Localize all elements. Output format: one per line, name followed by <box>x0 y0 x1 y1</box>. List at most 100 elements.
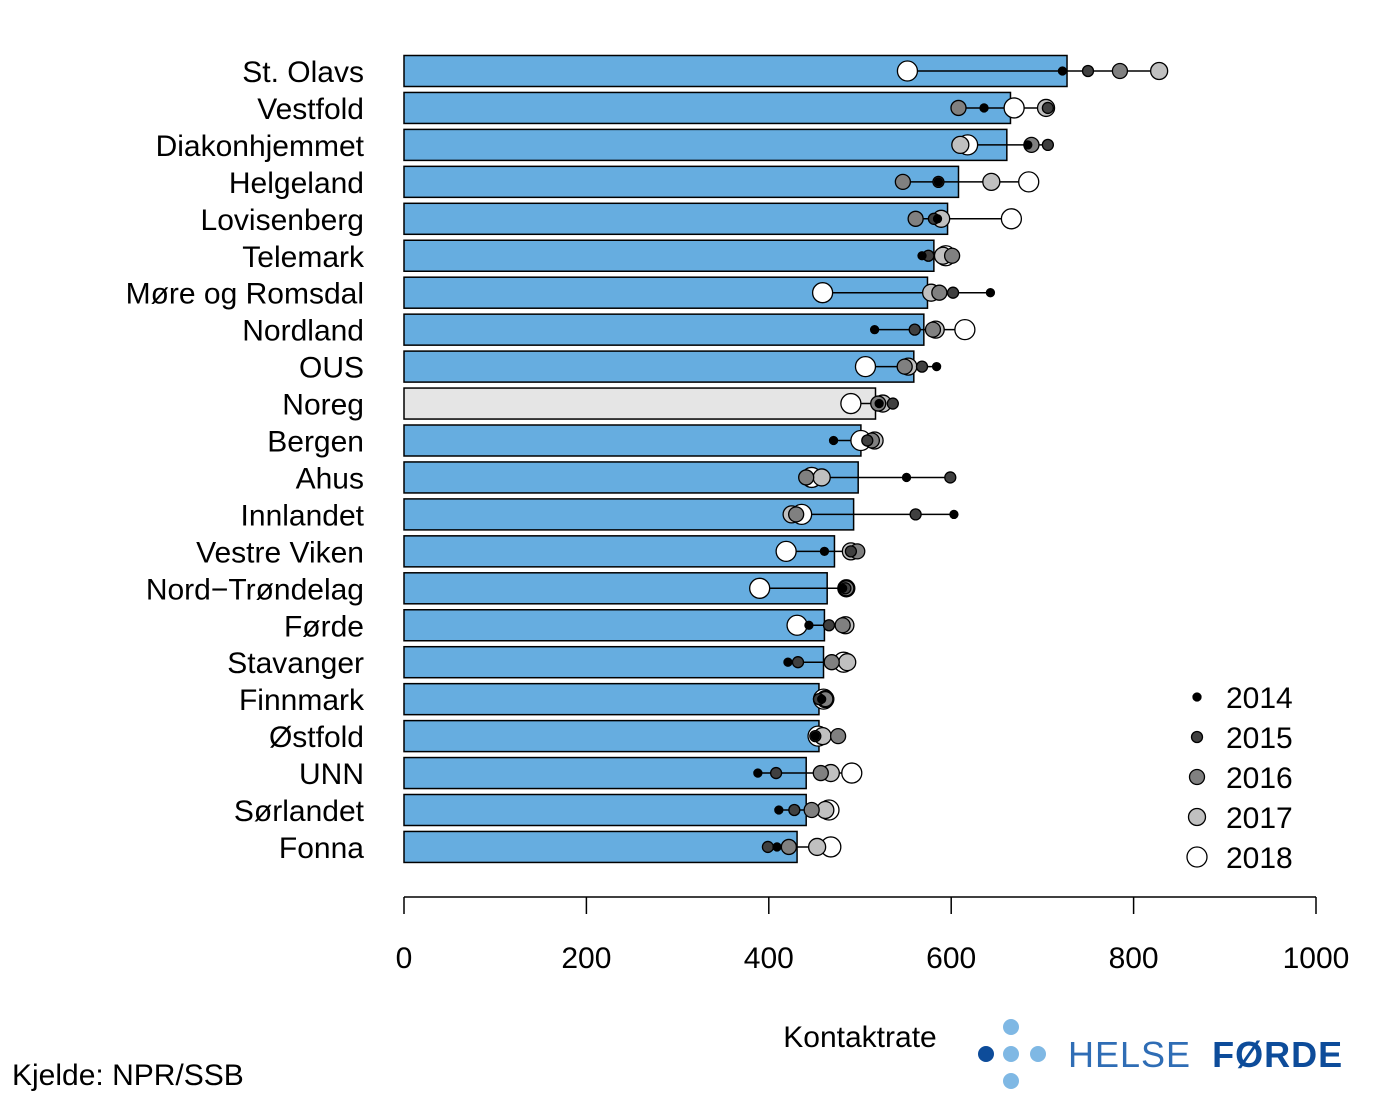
category-label: Fonna <box>279 832 364 865</box>
point-2017 <box>838 653 857 672</box>
point-2016 <box>907 210 924 227</box>
bar <box>403 682 820 716</box>
bar <box>403 609 826 642</box>
logo-dot <box>1003 1073 1019 1089</box>
bar <box>403 313 925 346</box>
x-axis-label: Kontaktrate <box>783 1021 936 1054</box>
x-tick-label: 800 <box>1109 942 1159 975</box>
bar <box>403 91 1012 125</box>
bar <box>403 830 798 864</box>
category-label: Lovisenberg <box>201 204 364 237</box>
point-2015 <box>946 286 960 299</box>
point-2017 <box>807 837 827 857</box>
bar <box>403 535 836 568</box>
logo-word-forde: FØRDE <box>1212 1034 1343 1075</box>
x-tick-label: 600 <box>926 942 976 975</box>
point-2018 <box>854 355 877 378</box>
category-label: Innlandet <box>241 499 365 532</box>
point-2015 <box>944 471 957 484</box>
logo-dot <box>978 1046 994 1062</box>
category-label: St. Olavs <box>242 56 364 89</box>
point-2014 <box>1057 66 1068 76</box>
point-2016 <box>823 654 840 671</box>
point-2015 <box>769 766 783 780</box>
legend-label: 2015 <box>1226 722 1293 755</box>
point-2015 <box>1041 138 1055 152</box>
legend-label: 2018 <box>1226 842 1293 875</box>
legend-marker-2014 <box>1192 692 1202 702</box>
point-2015 <box>886 397 899 410</box>
legend-label: 2014 <box>1226 682 1293 715</box>
legend-label: 2016 <box>1226 762 1293 795</box>
point-2014 <box>772 842 782 852</box>
bar <box>403 645 825 679</box>
category-labels: St. Olavs Vestfold Diakonhjemmet Helgeland L… <box>126 56 365 865</box>
point-2018 <box>954 318 976 341</box>
point-2018 <box>841 762 863 784</box>
point-2015 <box>791 656 805 669</box>
bar <box>403 461 859 494</box>
legend-marker-2015 <box>1190 730 1204 744</box>
point-2014 <box>1023 140 1033 150</box>
point-2014 <box>917 251 927 261</box>
point-2015 <box>1041 101 1055 115</box>
source-note: Kjelde: NPR/SSB <box>12 1059 244 1092</box>
bar <box>403 387 877 420</box>
legend-marker-2016 <box>1188 768 1206 786</box>
logo-word-helse: HELSE <box>1068 1034 1191 1075</box>
point-2014 <box>817 694 827 704</box>
point-2015 <box>861 434 874 447</box>
point-2016 <box>834 617 851 634</box>
point-2014 <box>932 214 943 224</box>
point-2017 <box>812 468 831 487</box>
point-2018 <box>786 614 808 636</box>
point-2014 <box>985 288 996 298</box>
logo-dot <box>1003 1019 1019 1035</box>
category-label: UNN <box>299 758 364 791</box>
point-2014 <box>931 361 942 372</box>
point-2016 <box>943 247 961 264</box>
point-2018 <box>1003 97 1025 119</box>
point-2014 <box>869 324 880 335</box>
point-2018 <box>749 577 771 599</box>
point-2014 <box>804 620 814 630</box>
x-tick-label: 1000 <box>1283 942 1350 975</box>
point-2014 <box>949 509 959 520</box>
bar <box>403 793 807 827</box>
category-label: Nordland <box>242 315 364 348</box>
point-2014 <box>774 805 784 815</box>
bar <box>403 756 807 790</box>
logo-dot <box>1030 1046 1046 1062</box>
point-2018 <box>811 282 834 304</box>
point-2014 <box>828 435 839 446</box>
category-label: Finnmark <box>239 684 365 717</box>
legend-label: 2017 <box>1226 802 1293 835</box>
point-2015 <box>788 803 801 817</box>
point-2018 <box>840 392 862 415</box>
point-2014 <box>933 177 944 187</box>
point-2016 <box>780 838 798 856</box>
point-2015 <box>1081 64 1095 78</box>
point-2015 <box>761 840 775 854</box>
point-2016 <box>924 321 942 338</box>
point-2014 <box>753 768 763 778</box>
category-label: OUS <box>299 352 364 385</box>
point-2014 <box>838 583 848 593</box>
category-label: Diakonhjemmet <box>156 130 365 163</box>
bar <box>403 424 862 457</box>
point-2015 <box>909 508 922 521</box>
point-2016 <box>950 99 967 117</box>
x-tick-label: 200 <box>561 942 611 975</box>
bar <box>403 498 855 531</box>
point-2014 <box>979 103 989 113</box>
category-label: Møre og Romsdal <box>126 278 364 311</box>
point-2016 <box>788 506 805 523</box>
point-2016 <box>894 173 912 191</box>
point-2018 <box>896 60 919 82</box>
point-2016 <box>798 469 815 486</box>
point-2014 <box>810 731 820 741</box>
category-label: Stavanger <box>227 647 364 680</box>
category-label: Telemark <box>242 241 365 274</box>
point-2018 <box>1018 171 1040 193</box>
